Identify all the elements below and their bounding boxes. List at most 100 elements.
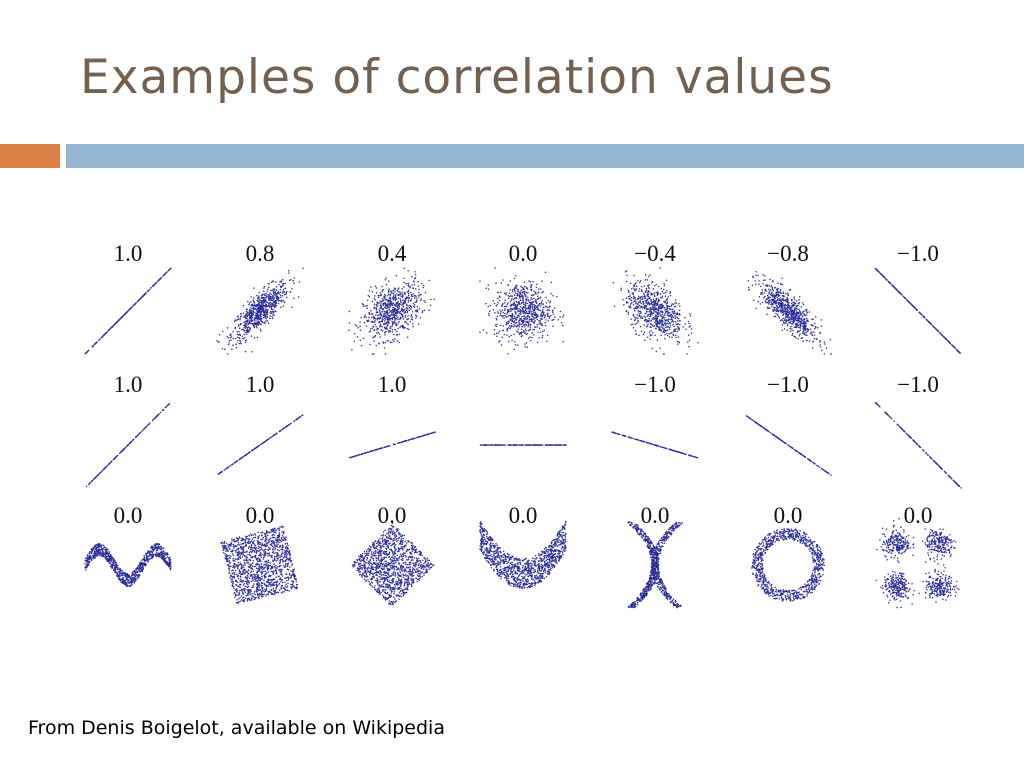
data-point (166, 404, 169, 407)
data-point (632, 287, 635, 289)
data-point (275, 286, 278, 288)
data-point (668, 306, 671, 308)
data-point (279, 294, 282, 296)
data-point (404, 320, 407, 323)
data-point (518, 324, 521, 326)
data-point (687, 341, 689, 343)
data-point (257, 445, 259, 447)
data-point (239, 317, 241, 319)
data-point (639, 300, 642, 302)
data-point (666, 332, 668, 335)
data-point (131, 305, 134, 308)
data-point (375, 344, 377, 347)
data-point (231, 348, 233, 351)
data-point (667, 318, 670, 320)
data-point (820, 467, 823, 470)
data-point (371, 327, 374, 330)
data-point (782, 314, 784, 317)
data-point (546, 309, 549, 312)
data-point (245, 331, 248, 333)
data-point (780, 300, 782, 303)
data-point (527, 337, 530, 339)
data-point (275, 289, 278, 291)
data-point (551, 309, 554, 312)
data-point (419, 294, 421, 296)
data-point (669, 324, 672, 327)
data-point (289, 423, 291, 425)
data-point (650, 308, 652, 310)
data-point (279, 289, 282, 291)
data-point (376, 319, 379, 321)
data-point (522, 312, 525, 315)
data-point (647, 320, 650, 323)
data-point (795, 310, 798, 312)
data-point (517, 314, 520, 317)
data-point (383, 347, 386, 349)
data-point (497, 297, 499, 300)
data-point (262, 308, 264, 311)
data-point (393, 304, 396, 306)
data-point (153, 284, 155, 286)
data-point (278, 299, 281, 302)
data-point (413, 304, 416, 306)
data-point (666, 298, 668, 301)
data-point (788, 310, 791, 313)
data-point (247, 323, 250, 325)
data-point (644, 319, 647, 322)
data-point (240, 342, 242, 345)
data-point (247, 331, 249, 334)
data-point (394, 338, 396, 340)
data-point (664, 313, 667, 315)
data-point (389, 290, 392, 292)
data-point (272, 290, 275, 292)
data-point (666, 334, 669, 337)
data-point (803, 313, 805, 315)
data-point (510, 316, 513, 318)
data-point (651, 331, 654, 334)
data-point (393, 313, 395, 315)
data-point (487, 284, 490, 286)
data-point (256, 315, 258, 317)
data-point (660, 296, 662, 299)
data-point (528, 305, 530, 308)
data-point (524, 316, 526, 319)
data-point (260, 300, 263, 302)
data-point (419, 299, 422, 302)
data-point (371, 300, 374, 303)
data-point (216, 339, 218, 342)
data-point (412, 437, 414, 440)
data-point (796, 450, 798, 452)
data-point (228, 342, 230, 344)
data-point (540, 288, 542, 290)
data-point (146, 290, 149, 293)
data-point (530, 340, 532, 342)
data-point (653, 284, 656, 287)
data-point (386, 445, 389, 448)
data-point (396, 340, 399, 342)
data-point (389, 301, 392, 303)
data-point (761, 289, 764, 291)
data-point (797, 302, 800, 305)
data-point (99, 338, 101, 340)
data-point (517, 288, 519, 291)
data-point (92, 345, 94, 347)
data-point (781, 294, 784, 297)
data-point (254, 307, 257, 310)
data-point (415, 288, 417, 290)
data-point (876, 269, 879, 272)
data-point (262, 299, 265, 301)
data-point (639, 312, 642, 315)
correlation-label-r1-c1: 1.0 (114, 241, 143, 266)
data-point (510, 326, 512, 328)
data-point (497, 291, 499, 294)
data-point (422, 284, 425, 287)
data-point (639, 314, 641, 317)
data-point (407, 323, 409, 326)
data-point (891, 284, 894, 287)
data-point (234, 326, 237, 329)
data-point (237, 339, 239, 342)
data-point (396, 316, 399, 319)
data-point (766, 301, 769, 304)
data-point (533, 313, 536, 315)
data-point (232, 344, 234, 346)
